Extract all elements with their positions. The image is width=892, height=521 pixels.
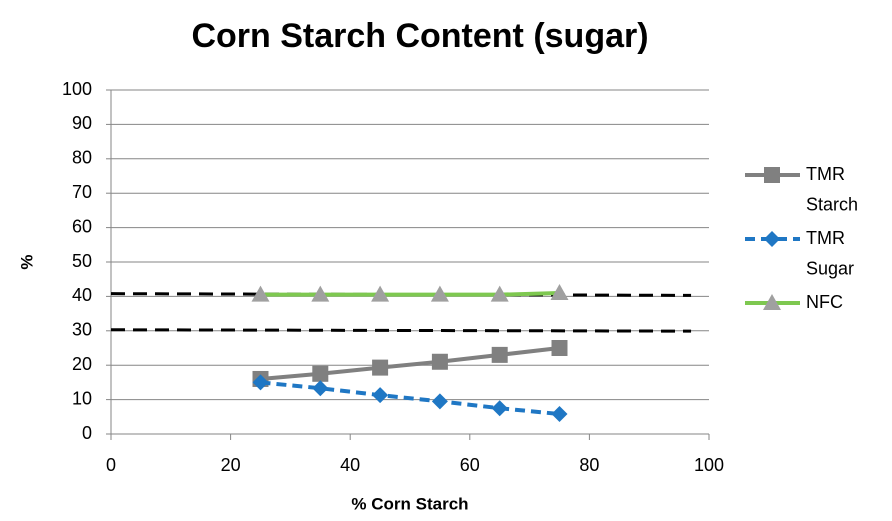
marker [311, 285, 330, 302]
y-tick-label: 60 [72, 216, 92, 236]
y-tick-label: 100 [62, 79, 92, 99]
marker [763, 294, 781, 310]
y-axis-label: % [17, 254, 36, 269]
marker [431, 353, 448, 370]
x-tick-label: 60 [460, 455, 480, 475]
y-tick-label: 30 [72, 320, 92, 340]
y-tick-label: 50 [72, 251, 92, 271]
marker [764, 167, 780, 183]
marker [312, 365, 329, 382]
marker [491, 346, 508, 363]
marker [372, 387, 389, 404]
y-tick-label: 70 [72, 182, 92, 202]
legend-label: TMR Sugar [806, 228, 854, 279]
marker [431, 393, 448, 410]
chart-title: Corn Starch Content (sugar) [191, 17, 648, 55]
series-line [260, 290, 560, 297]
reference-line [110, 328, 692, 333]
marker [551, 340, 568, 356]
marker [372, 359, 389, 376]
marker [312, 380, 329, 397]
y-tick-label: 20 [72, 354, 92, 374]
marker [430, 285, 449, 302]
marker [764, 231, 780, 247]
x-tick-label: 100 [694, 455, 724, 475]
marker [252, 374, 269, 391]
x-axis-label: % Corn Starch [351, 494, 468, 513]
y-tick-label: 80 [72, 148, 92, 168]
y-tick-label: 90 [72, 113, 92, 133]
y-tick-label: 40 [72, 285, 92, 305]
marker [551, 406, 568, 423]
x-tick-label: 20 [221, 455, 241, 475]
marker [251, 285, 270, 302]
x-tick-label: 80 [579, 455, 599, 475]
x-tick-label: 0 [106, 455, 116, 475]
x-tick-label: 40 [340, 455, 360, 475]
marker [371, 285, 390, 302]
y-tick-label: 0 [82, 423, 92, 443]
series-line [260, 380, 560, 417]
marker [550, 283, 569, 300]
marker [490, 285, 509, 302]
series-line [260, 346, 560, 381]
legend-label: NFC [806, 292, 843, 312]
legend-label: TMR Starch [806, 164, 858, 215]
y-tick-label: 10 [72, 388, 92, 408]
marker [491, 400, 508, 417]
